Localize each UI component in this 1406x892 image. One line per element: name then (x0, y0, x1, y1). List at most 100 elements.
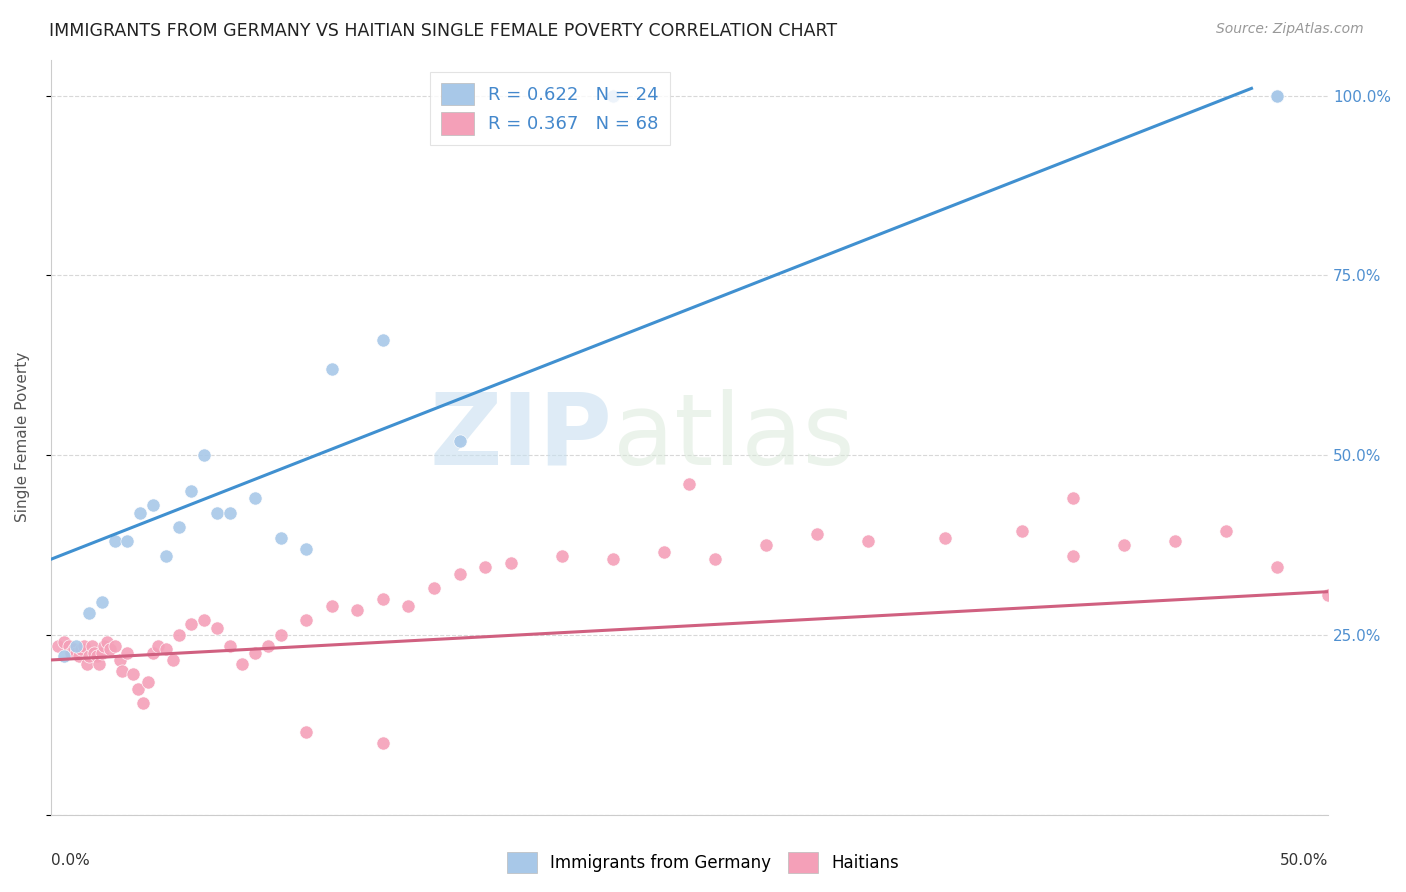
Point (80, 639, 103, 653)
Point (295, 614, 318, 628)
Point (104, 534, 127, 549)
Point (1112, 538, 1135, 552)
Point (934, 531, 956, 545)
Point (142, 499, 165, 513)
Point (245, 491, 267, 506)
Point (167, 520, 190, 534)
Text: IMMIGRANTS FROM GERMANY VS HAITIAN SINGLE FEMALE POVERTY CORRELATION CHART: IMMIGRANTS FROM GERMANY VS HAITIAN SINGL… (49, 22, 838, 40)
Point (1265, 559, 1288, 574)
Point (180, 483, 202, 498)
Point (602, 552, 624, 566)
Point (449, 566, 471, 581)
Point (1164, 534, 1187, 549)
Point (371, 591, 394, 606)
Point (58, 639, 80, 653)
Point (52, 649, 75, 664)
Point (162, 653, 184, 667)
Point (321, 599, 343, 613)
Point (108, 653, 131, 667)
Text: ZIP: ZIP (430, 389, 613, 485)
Point (193, 614, 215, 628)
Point (704, 552, 727, 566)
Point (63, 642, 86, 657)
Point (551, 549, 574, 563)
Point (65, 639, 87, 653)
Point (73, 639, 96, 653)
Point (83, 646, 105, 660)
Point (142, 646, 165, 660)
Point (218, 639, 240, 653)
Point (104, 639, 127, 653)
Point (129, 506, 152, 520)
Point (1215, 524, 1237, 538)
Point (858, 534, 880, 549)
Point (77, 649, 100, 664)
Point (270, 628, 292, 642)
Point (652, 545, 675, 559)
Point (96, 635, 118, 649)
Point (52, 635, 75, 649)
Point (474, 559, 496, 574)
Point (499, 556, 522, 570)
Point (155, 642, 177, 657)
Point (90, 595, 112, 609)
Point (48, 639, 70, 653)
Legend: Immigrants from Germany, Haitians: Immigrants from Germany, Haitians (501, 846, 905, 880)
Point (98, 642, 121, 657)
Point (167, 628, 190, 642)
Legend: R = 0.622   N = 24, R = 0.367   N = 68: R = 0.622 N = 24, R = 0.367 N = 68 (430, 72, 669, 145)
Point (1062, 549, 1084, 563)
Point (193, 448, 215, 462)
Point (1062, 491, 1084, 506)
Text: 50.0%: 50.0% (1279, 854, 1329, 869)
Point (127, 681, 149, 696)
Point (117, 646, 139, 660)
Point (111, 664, 134, 678)
Point (77, 606, 100, 620)
Point (295, 541, 318, 556)
Point (346, 602, 368, 616)
Point (398, 599, 420, 613)
Point (270, 531, 292, 545)
Point (678, 476, 700, 491)
Point (89, 657, 111, 671)
Text: Source: ZipAtlas.com: Source: ZipAtlas.com (1216, 22, 1364, 37)
Point (180, 617, 202, 632)
Point (70, 642, 93, 657)
Point (76, 657, 98, 671)
Point (65, 646, 87, 660)
Point (218, 506, 240, 520)
Point (245, 646, 267, 660)
Point (117, 534, 139, 549)
Point (146, 639, 169, 653)
Point (86, 649, 108, 664)
Point (1317, 588, 1340, 602)
Point (90, 646, 112, 660)
Point (1265, 88, 1288, 103)
Point (423, 581, 446, 595)
Point (205, 621, 228, 635)
Point (93, 639, 115, 653)
Point (155, 549, 177, 563)
Point (60, 646, 83, 660)
Point (121, 667, 143, 681)
Point (1265, 88, 1288, 103)
Y-axis label: Single Female Poverty: Single Female Poverty (15, 352, 30, 522)
Point (371, 333, 394, 347)
Point (602, 88, 624, 103)
Point (321, 361, 343, 376)
Point (806, 527, 828, 541)
Point (295, 724, 318, 739)
Point (602, 88, 624, 103)
Point (257, 639, 280, 653)
Text: atlas: atlas (613, 389, 855, 485)
Point (371, 736, 394, 750)
Text: 0.0%: 0.0% (51, 854, 90, 869)
Point (755, 538, 778, 552)
Point (449, 434, 471, 448)
Point (132, 696, 155, 710)
Point (136, 674, 159, 689)
Point (231, 657, 253, 671)
Point (67, 649, 90, 664)
Point (205, 506, 228, 520)
